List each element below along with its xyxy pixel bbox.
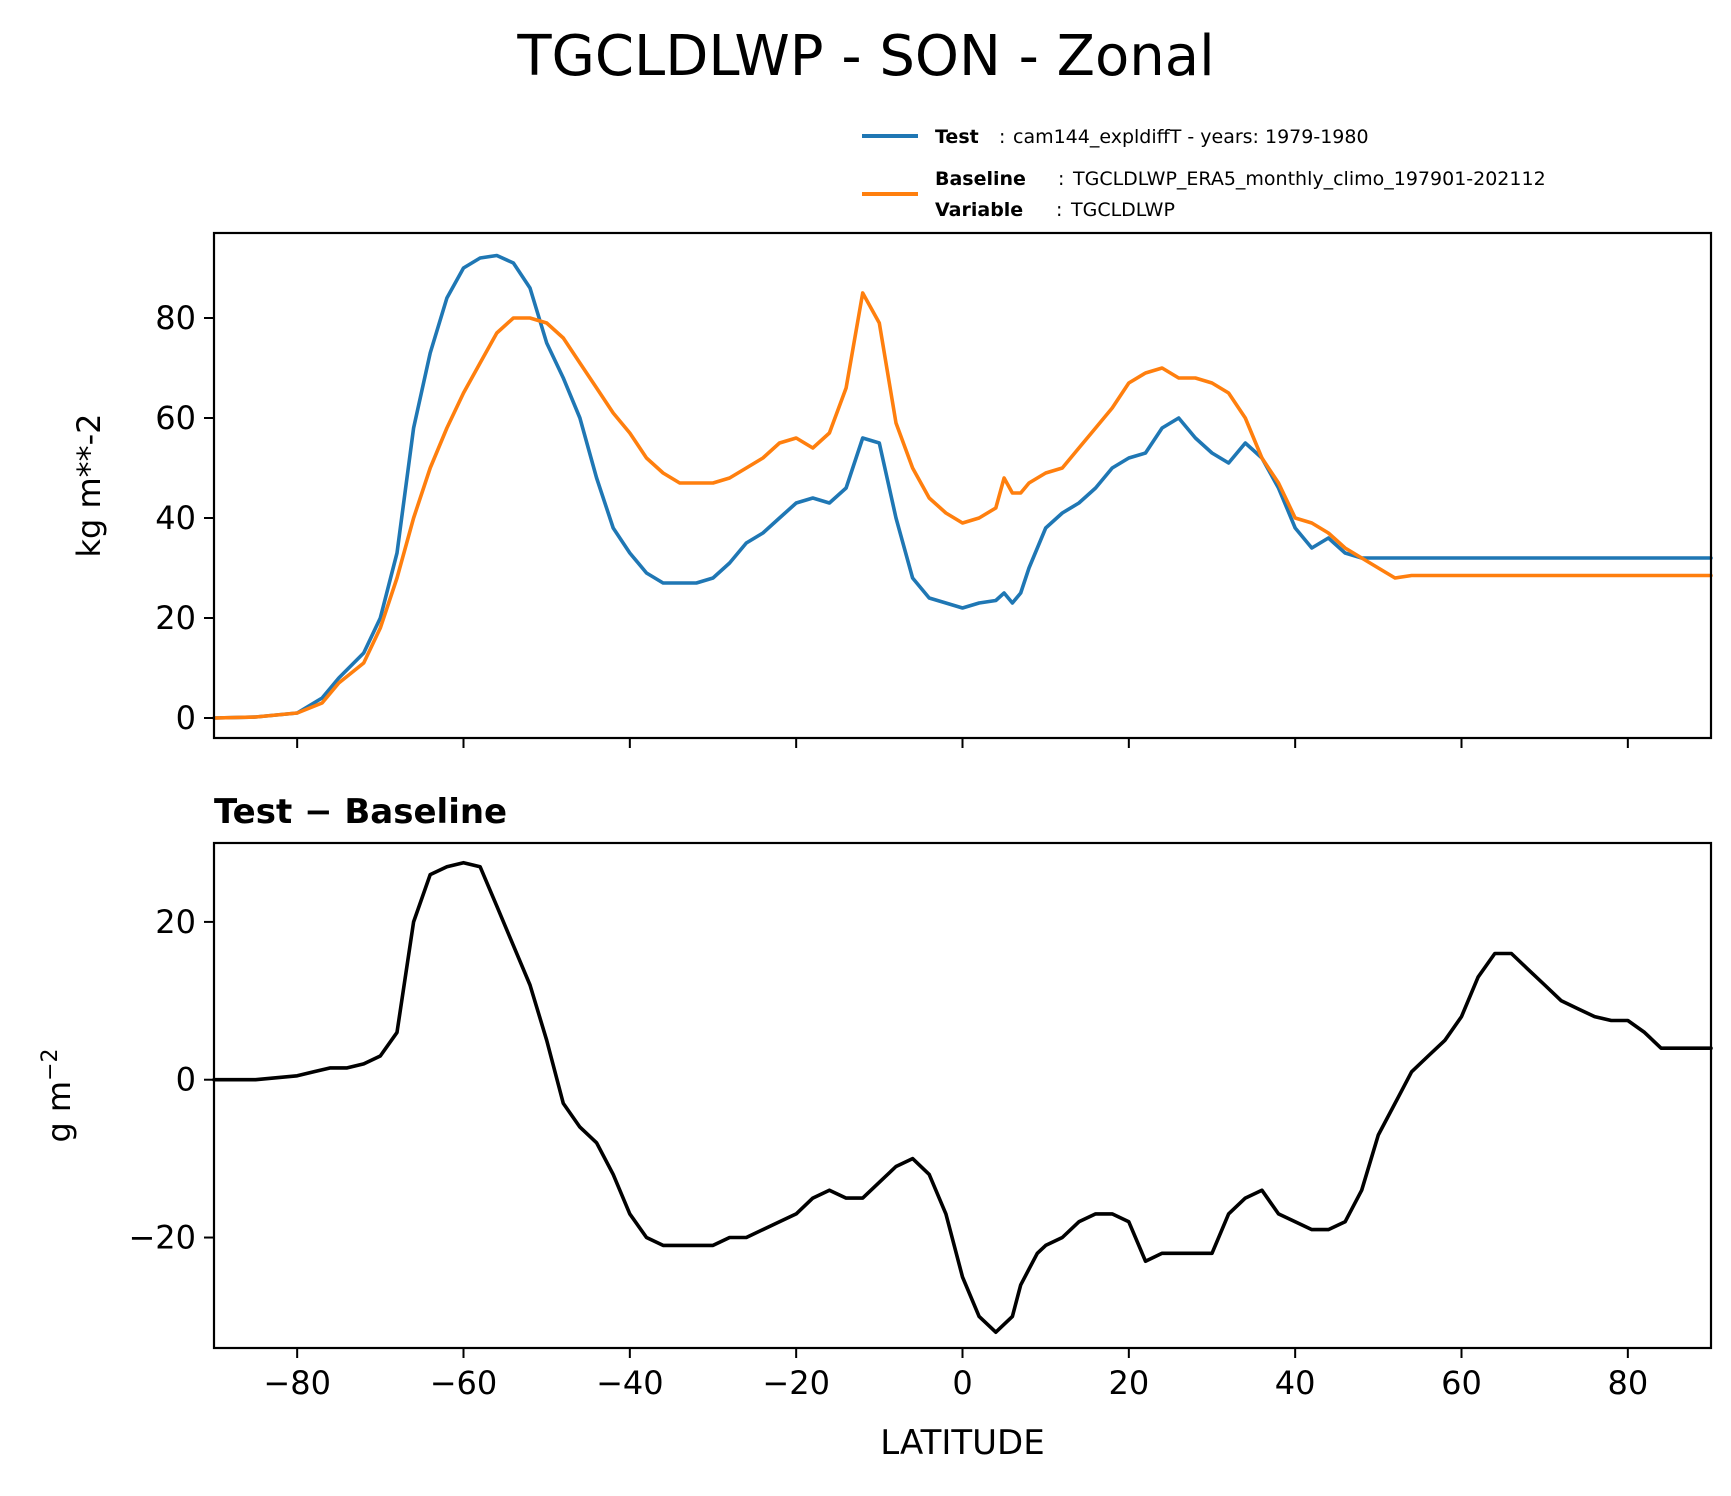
bottom-x-tick-label: 40 xyxy=(1275,1364,1316,1402)
legend-test-key: Test xyxy=(935,126,979,148)
bottom-x-axis-label: LATITUDE xyxy=(880,1423,1044,1463)
legend: Test : cam144_expldiffT - years: 1979-19… xyxy=(862,126,1546,221)
bottom-y-axis-label: g m−2 xyxy=(38,1048,78,1142)
bottom-panel: Test − Baseline −80 −60 −40 −20 0 20 40 60 80−20… xyxy=(38,792,1713,1463)
legend-variable-sep: : xyxy=(1056,199,1062,221)
bottom-series-group xyxy=(212,860,1713,1334)
bottom-series-line-test-baseline xyxy=(212,860,1713,1334)
top-y-tick-label: 0 xyxy=(176,699,196,737)
top-ticks-group: 0 20 40 60 80 xyxy=(155,299,1629,748)
legend-baseline-sep: : xyxy=(1058,168,1064,190)
bottom-y-tick-label: −20 xyxy=(128,1219,196,1257)
bottom-y-axis-label-exponent: −2 xyxy=(38,1048,63,1080)
legend-test-sep: : xyxy=(999,126,1005,148)
bottom-panel-title: Test − Baseline xyxy=(214,792,507,832)
figure-title: TGCLDLWP - SON - Zonal xyxy=(516,24,1214,89)
top-y-tick-label: 80 xyxy=(155,299,196,337)
bottom-axes-frame xyxy=(212,841,1713,1350)
top-y-axis-label: kg m**-2 xyxy=(70,413,108,557)
top-axes-frame xyxy=(212,231,1713,740)
bottom-x-tick-label: −60 xyxy=(430,1364,498,1402)
top-series-line-test xyxy=(212,253,1713,720)
bottom-y-axis-label-base: g m xyxy=(40,1081,78,1143)
bottom-x-tick-label: 60 xyxy=(1441,1364,1482,1402)
bottom-x-tick-label: 20 xyxy=(1108,1364,1149,1402)
top-y-tick-label: 20 xyxy=(155,599,196,637)
top-series-group xyxy=(212,253,1713,720)
legend-variable-key: Variable xyxy=(935,199,1023,221)
bottom-x-tick-label: 80 xyxy=(1607,1364,1648,1402)
top-y-tick-label: 60 xyxy=(155,399,196,437)
bottom-x-tick-label: −80 xyxy=(263,1364,331,1402)
bottom-ticks-group: −80 −60 −40 −20 0 20 40 60 80 −20 0 20 xyxy=(128,903,1648,1402)
legend-baseline-text: TGCLDLWP_ERA5_monthly_climo_197901-20211… xyxy=(1072,168,1546,190)
bottom-x-tick-label: −40 xyxy=(596,1364,664,1402)
legend-test-text: cam144_expldiffT - years: 1979-1980 xyxy=(1013,126,1369,148)
bottom-x-tick-label: −20 xyxy=(762,1364,830,1402)
top-y-tick-label: 40 xyxy=(155,499,196,537)
legend-variable-text: TGCLDLWP xyxy=(1070,199,1175,221)
bottom-y-tick-label: 20 xyxy=(155,903,196,941)
bottom-y-tick-label: 0 xyxy=(176,1061,196,1099)
bottom-x-tick-label: 0 xyxy=(952,1364,972,1402)
top-panel: 0 20 40 60 80 kg m**-2 xyxy=(70,231,1713,748)
top-series-line-baseline xyxy=(212,291,1713,720)
legend-baseline-key: Baseline xyxy=(935,168,1026,190)
